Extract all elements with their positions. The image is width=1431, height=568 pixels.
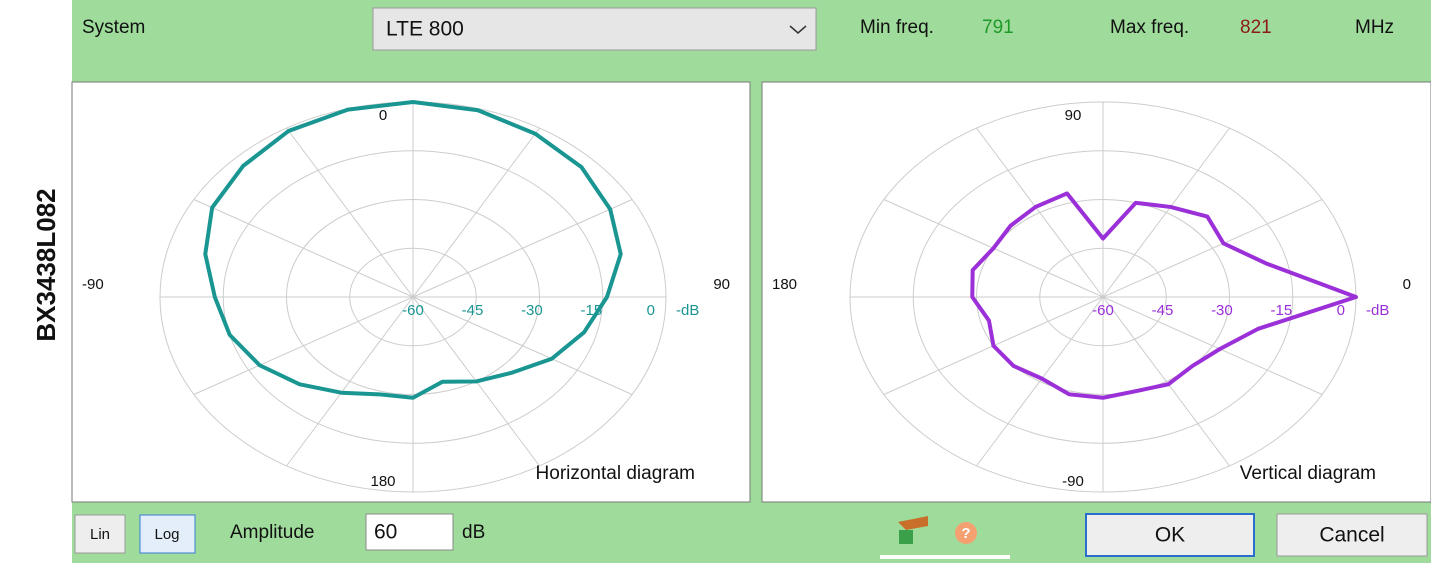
r-unit: -dB	[1366, 302, 1389, 319]
cancel-button[interactable]	[1276, 513, 1428, 557]
lin-button[interactable]	[74, 514, 126, 554]
system-dropdown[interactable]	[372, 7, 817, 51]
ring	[349, 247, 477, 347]
r-tick-label: -30	[521, 302, 543, 319]
r-unit: -dB	[676, 302, 699, 319]
ring	[222, 150, 604, 444]
dropdown-arrow	[789, 25, 807, 34]
vertical-panel	[761, 81, 1431, 503]
icon-underline	[880, 555, 1010, 559]
min-freq-label: Min freq.	[860, 17, 934, 38]
system-label: System	[82, 17, 145, 38]
ring	[1039, 247, 1167, 347]
r-tick-label: -30	[1211, 302, 1233, 319]
help-mark: ?	[961, 525, 970, 542]
r-tick-label: -60	[402, 302, 424, 319]
angle-label: -90	[82, 276, 104, 293]
min-freq-value: 791	[982, 17, 1014, 38]
amplitude-label: Amplitude	[230, 522, 315, 543]
cancel-label: Cancel	[1319, 524, 1384, 547]
amplitude-unit: dB	[462, 522, 485, 543]
freq-unit: MHz	[1355, 17, 1394, 38]
diagram-title: Vertical diagram	[1240, 463, 1376, 484]
log-label: Log	[154, 526, 179, 543]
pattern-curve	[970, 191, 1358, 400]
export-icon[interactable]	[898, 516, 928, 530]
angle-label: 90	[713, 276, 730, 293]
angle-label: 90	[1065, 107, 1082, 124]
r-tick-label: 0	[647, 302, 655, 319]
system-value: LTE 800	[386, 18, 464, 41]
ok-button[interactable]	[1085, 513, 1255, 557]
ok-label: OK	[1155, 524, 1185, 547]
ring	[912, 150, 1294, 444]
diagram-title: Horizontal diagram	[536, 463, 695, 484]
angle-label: -90	[1062, 473, 1084, 490]
amplitude-input[interactable]	[365, 513, 454, 551]
angle-label: 180	[370, 473, 395, 490]
r-tick-label: 0	[1337, 302, 1345, 319]
pattern-curve	[203, 100, 623, 400]
max-freq-value: 821	[1240, 17, 1272, 38]
max-freq-label: Max freq.	[1110, 17, 1189, 38]
lin-label: Lin	[90, 526, 110, 543]
amplitude-value: 60	[374, 521, 397, 544]
r-tick-label: -45	[462, 302, 484, 319]
export-icon-base	[899, 530, 913, 544]
horizontal-panel	[71, 81, 751, 503]
r-tick-label: -60	[1092, 302, 1114, 319]
r-tick-label: -45	[1152, 302, 1174, 319]
ring	[976, 199, 1230, 395]
ring	[286, 199, 540, 395]
angle-label: 180	[772, 276, 797, 293]
side-label: BX3438L082	[31, 188, 61, 341]
log-button[interactable]	[139, 514, 196, 554]
r-tick-label: -15	[1271, 302, 1293, 319]
help-icon[interactable]	[955, 522, 977, 544]
angle-label: 0	[379, 107, 387, 124]
angle-label: 0	[1403, 276, 1411, 293]
